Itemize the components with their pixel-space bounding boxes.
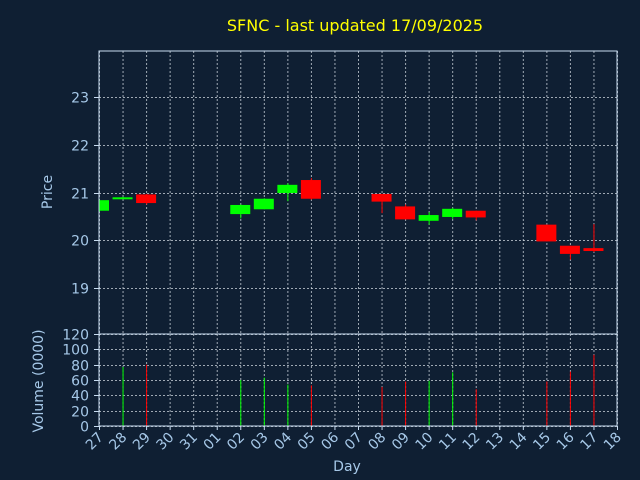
x-axis-label: Day bbox=[333, 459, 361, 475]
chart-title: SFNC - last updated 17/09/2025 bbox=[227, 16, 483, 35]
price-axis-label: Price bbox=[40, 175, 56, 209]
x-tick-label: 08 bbox=[365, 430, 389, 454]
price-tick-label: 21 bbox=[71, 187, 89, 203]
candle-body bbox=[418, 215, 439, 221]
x-tick-label: 14 bbox=[507, 429, 531, 453]
volume-tick-label: 100 bbox=[62, 343, 89, 359]
candle-body bbox=[136, 194, 157, 204]
price-tick-label: 19 bbox=[71, 282, 89, 298]
x-tick-label: 29 bbox=[130, 430, 154, 454]
x-tick-label: 13 bbox=[483, 430, 507, 454]
price-tick-label: 22 bbox=[71, 139, 89, 155]
x-tick-label: 06 bbox=[318, 429, 342, 453]
volume-grid bbox=[94, 334, 618, 427]
x-tick-label: 16 bbox=[554, 429, 578, 453]
candle-body bbox=[559, 245, 580, 254]
volume-tick-label: 120 bbox=[62, 328, 89, 344]
candle-body bbox=[253, 198, 274, 210]
volume-tick-label: 0 bbox=[80, 420, 89, 436]
x-tick-label: 17 bbox=[577, 430, 601, 454]
x-tick-label: 10 bbox=[413, 430, 437, 454]
x-tick-label: 02 bbox=[224, 430, 248, 454]
x-tick-label: 28 bbox=[106, 430, 130, 454]
x-tick-label: 11 bbox=[436, 430, 460, 454]
candle-body bbox=[300, 180, 321, 199]
candle-body bbox=[230, 204, 251, 215]
candle-body bbox=[371, 193, 392, 202]
x-tick-label: 07 bbox=[342, 430, 366, 454]
price-grid bbox=[94, 51, 618, 334]
candle-body bbox=[583, 248, 604, 252]
candle-body bbox=[112, 197, 133, 200]
x-tick-label: 01 bbox=[201, 430, 225, 454]
x-tick-label: 31 bbox=[177, 430, 201, 454]
x-tick-label: 15 bbox=[530, 430, 554, 454]
price-tick-label: 23 bbox=[71, 91, 89, 107]
volume-tick-label: 80 bbox=[71, 359, 89, 375]
volume-bars bbox=[122, 354, 595, 426]
price-candles bbox=[99, 178, 604, 260]
x-tick-label: 12 bbox=[460, 430, 484, 454]
x-tick-label: 09 bbox=[389, 430, 413, 454]
x-tick-label: 18 bbox=[601, 430, 625, 454]
candle-body bbox=[465, 210, 486, 218]
candle-body bbox=[442, 208, 463, 217]
x-tick-label: 05 bbox=[295, 430, 319, 454]
x-tick-label: 30 bbox=[154, 430, 178, 454]
x-axis-labels: 27 28 29 30 31 01 02 03 04 05 06 07 08 09 10 11 12 13 14 15… bbox=[83, 426, 625, 453]
x-tick-label: 04 bbox=[271, 429, 295, 453]
price-axis-labels: 19 20 21 22 23 bbox=[71, 91, 89, 298]
volume-tick-label: 60 bbox=[71, 374, 89, 390]
price-tick-label: 20 bbox=[71, 234, 89, 250]
candle-body bbox=[277, 184, 298, 193]
volume-tick-label: 20 bbox=[71, 405, 89, 421]
volume-tick-label: 40 bbox=[71, 389, 89, 405]
candle-body bbox=[395, 206, 416, 220]
x-tick-label: 03 bbox=[248, 430, 272, 454]
candle-body bbox=[536, 224, 557, 242]
volume-axis-label: Volume (0000) bbox=[31, 329, 47, 432]
candle-body bbox=[100, 200, 109, 211]
